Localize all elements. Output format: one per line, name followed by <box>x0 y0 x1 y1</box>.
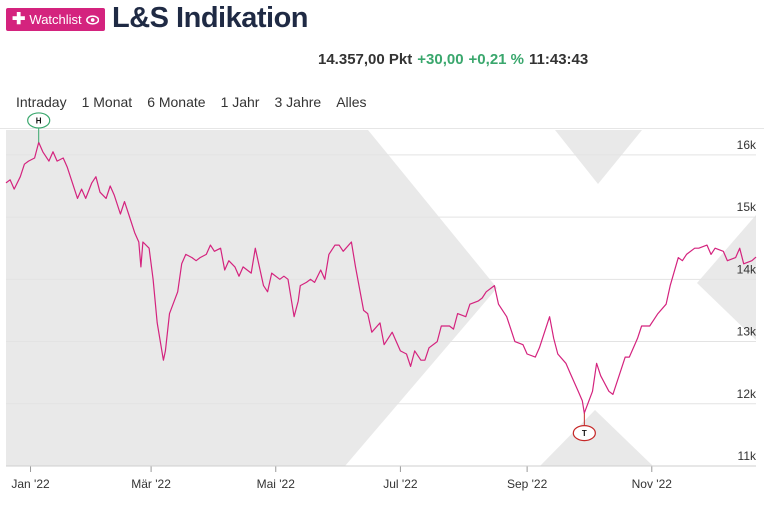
change-percent: +0,21 % <box>468 51 525 68</box>
x-tick-label: Mai '22 <box>257 477 296 491</box>
page-title: L&S Indikation <box>112 2 309 34</box>
tab-6-monate[interactable]: 6 Monate <box>147 94 206 110</box>
tab-3-jahre[interactable]: 3 Jahre <box>274 94 322 110</box>
x-tick-label: Nov '22 <box>632 477 673 491</box>
tab-alles[interactable]: Alles <box>336 94 367 110</box>
tab-intraday[interactable]: Intraday <box>16 94 67 110</box>
marker-label: H <box>36 116 42 125</box>
pattern-top-triangle <box>555 130 642 184</box>
pattern-right <box>697 215 756 340</box>
y-tick-label: 13k <box>737 325 757 339</box>
y-tick-label: 12k <box>737 387 757 401</box>
x-axis-ticks: Jan '22 Mär '22 Mai '22 Jul '22 Sep '22 Nov '… <box>6 465 756 491</box>
marker-bubble <box>572 425 596 442</box>
background-pattern <box>6 130 756 466</box>
y-tick-label: 14k <box>737 262 757 276</box>
y-tick-label: 11k <box>738 449 757 463</box>
marker-bubble <box>27 112 51 129</box>
y-tick-label: 16k <box>737 138 757 152</box>
x-tick-label: Jan '22 <box>11 477 50 491</box>
watchlist-label: Watchlist <box>29 12 82 27</box>
marker-label: T <box>582 429 587 438</box>
x-tick-label: Jul '22 <box>383 477 418 491</box>
low-marker: T <box>572 413 596 442</box>
quote-line: 14.357,00 Pkt +30,00 +0,21 % 11:43:43 <box>318 51 588 68</box>
range-tabs: Intraday 1 Monat 6 Monate 1 Jahr 3 Jahre… <box>16 94 382 110</box>
eye-icon <box>85 14 99 25</box>
pattern-left <box>6 130 497 466</box>
tab-1-monat[interactable]: 1 Monat <box>81 94 133 110</box>
x-tick-label: Mär '22 <box>131 477 171 491</box>
x-tick-label: Sep '22 <box>507 477 548 491</box>
divider <box>0 128 764 129</box>
y-axis-ticks: 11k 12k 13k 14k 15k 16k <box>737 138 757 463</box>
watchlist-button[interactable]: ✚ Watchlist <box>6 8 105 31</box>
y-tick-label: 15k <box>737 200 757 214</box>
price-line <box>5 141 757 414</box>
high-marker: H <box>27 112 51 143</box>
plus-icon: ✚ <box>12 10 26 28</box>
pattern-bottom-triangle <box>540 410 653 466</box>
quote-time: 11:43:43 <box>529 51 589 68</box>
extreme-markers: HT <box>27 112 596 442</box>
current-price: 14.357,00 Pkt <box>318 51 413 68</box>
tab-1-jahr[interactable]: 1 Jahr <box>220 94 260 110</box>
change-absolute: +30,00 <box>417 51 464 68</box>
